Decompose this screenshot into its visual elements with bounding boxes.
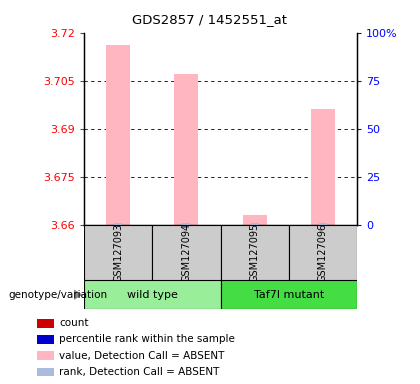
Text: genotype/variation: genotype/variation [8, 290, 108, 300]
Bar [174, 74, 198, 225]
Text: Taf7l mutant: Taf7l mutant [254, 290, 324, 300]
Text: GSM127095: GSM127095 [249, 223, 260, 282]
Bar [37, 351, 54, 360]
Polygon shape [74, 289, 83, 300]
Text: GSM127096: GSM127096 [318, 223, 328, 282]
Text: GDS2857 / 1452551_at: GDS2857 / 1452551_at [132, 13, 288, 26]
Text: rank, Detection Call = ABSENT: rank, Detection Call = ABSENT [60, 367, 220, 377]
Text: value, Detection Call = ABSENT: value, Detection Call = ABSENT [60, 351, 225, 361]
Bar [37, 367, 54, 376]
Bar [114, 223, 122, 225]
Bar [251, 223, 259, 225]
Bar [84, 225, 152, 280]
Bar [289, 225, 357, 280]
Bar [182, 223, 191, 225]
Text: percentile rank within the sample: percentile rank within the sample [60, 334, 235, 344]
Text: count: count [60, 318, 89, 328]
Bar [311, 109, 335, 225]
Bar [220, 225, 289, 280]
Bar [37, 319, 54, 328]
Text: GSM127094: GSM127094 [181, 223, 192, 282]
Text: GSM127093: GSM127093 [113, 223, 123, 282]
Text: wild type: wild type [127, 290, 178, 300]
Bar [106, 45, 130, 225]
Bar [37, 335, 54, 344]
Bar [220, 280, 357, 309]
Bar [319, 223, 327, 225]
Bar [152, 225, 221, 280]
Bar [84, 280, 220, 309]
Bar [243, 215, 267, 225]
